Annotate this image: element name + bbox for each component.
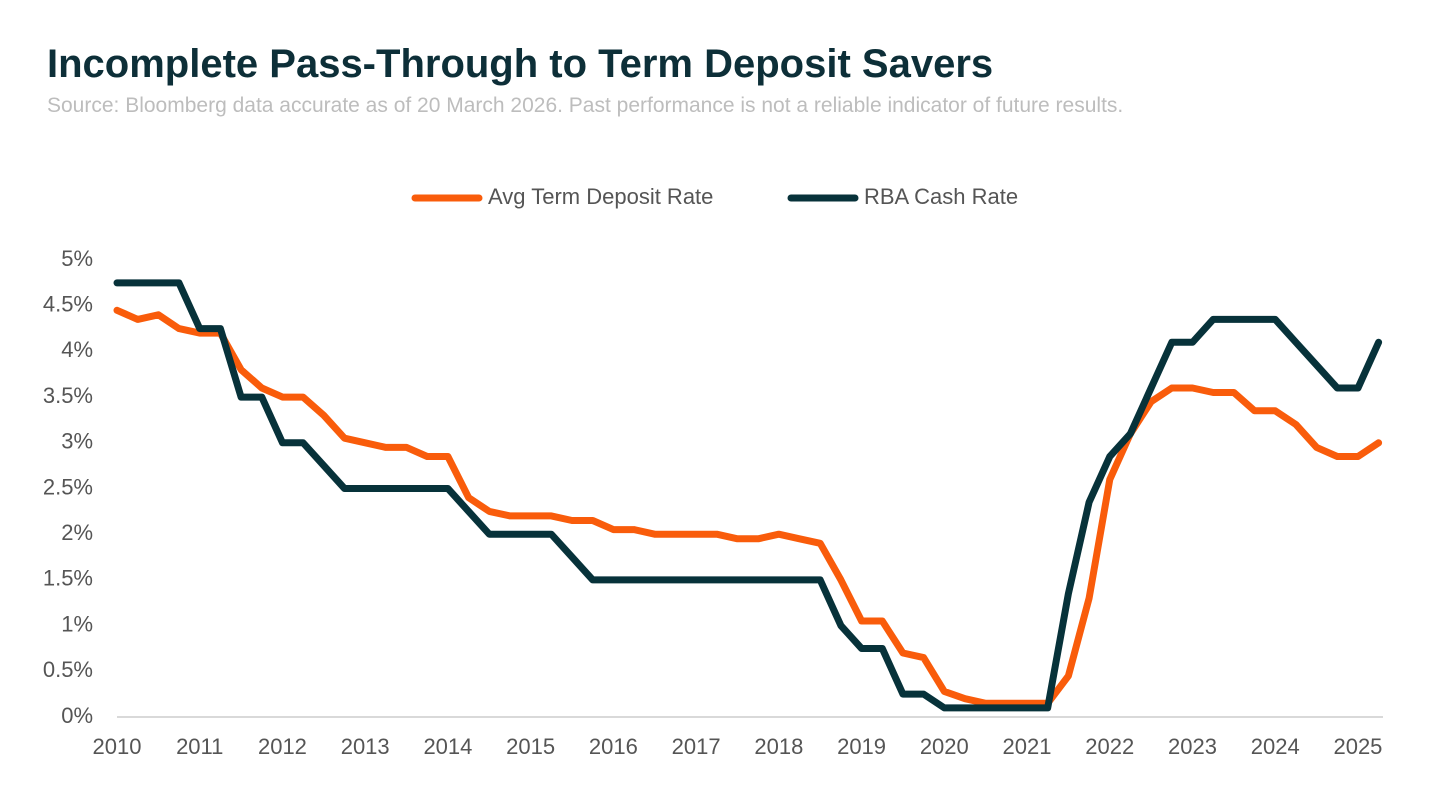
- x-tick-label: 2015: [506, 734, 555, 759]
- x-tick-label: 2020: [920, 734, 969, 759]
- x-tick-label: 2023: [1168, 734, 1217, 759]
- legend-label: RBA Cash Rate: [864, 184, 1018, 209]
- x-tick-label: 2011: [176, 734, 223, 759]
- x-tick-label: 2025: [1333, 734, 1382, 759]
- y-tick-label: 2.5%: [43, 474, 93, 499]
- x-tick-label: 2016: [589, 734, 638, 759]
- series-line: [113, 306, 1383, 707]
- y-tick-label: 1%: [61, 611, 93, 636]
- x-tick-label: 2019: [837, 734, 886, 759]
- x-tick-label: 2024: [1251, 734, 1300, 759]
- x-tick-label: 2021: [1003, 734, 1052, 759]
- y-tick-label: 4.5%: [43, 292, 93, 317]
- chart-subtitle: Source: Bloomberg data accurate as of 20…: [47, 94, 1124, 117]
- x-tick-label: 2012: [258, 734, 307, 759]
- y-tick-label: 0%: [61, 703, 93, 728]
- y-tick-label: 2%: [61, 520, 93, 545]
- x-tick-label: 2022: [1085, 734, 1134, 759]
- x-tick-label: 2018: [754, 734, 803, 759]
- y-tick-label: 5%: [61, 246, 93, 271]
- y-tick-label: 3%: [61, 429, 93, 454]
- x-tick-label: 2010: [93, 734, 142, 759]
- x-tick-label: 2014: [423, 734, 472, 759]
- y-tick-label: 0.5%: [43, 657, 93, 682]
- y-tick-label: 3.5%: [43, 383, 93, 408]
- chart-title: Incomplete Pass-Through to Term Deposit …: [47, 42, 994, 86]
- legend-label: Avg Term Deposit Rate: [488, 184, 713, 209]
- x-tick-label: 2013: [341, 734, 390, 759]
- series-line: [113, 279, 1383, 712]
- x-tick-label: 2017: [672, 734, 721, 759]
- y-tick-label: 1.5%: [43, 566, 93, 591]
- y-tick-label: 4%: [61, 337, 93, 362]
